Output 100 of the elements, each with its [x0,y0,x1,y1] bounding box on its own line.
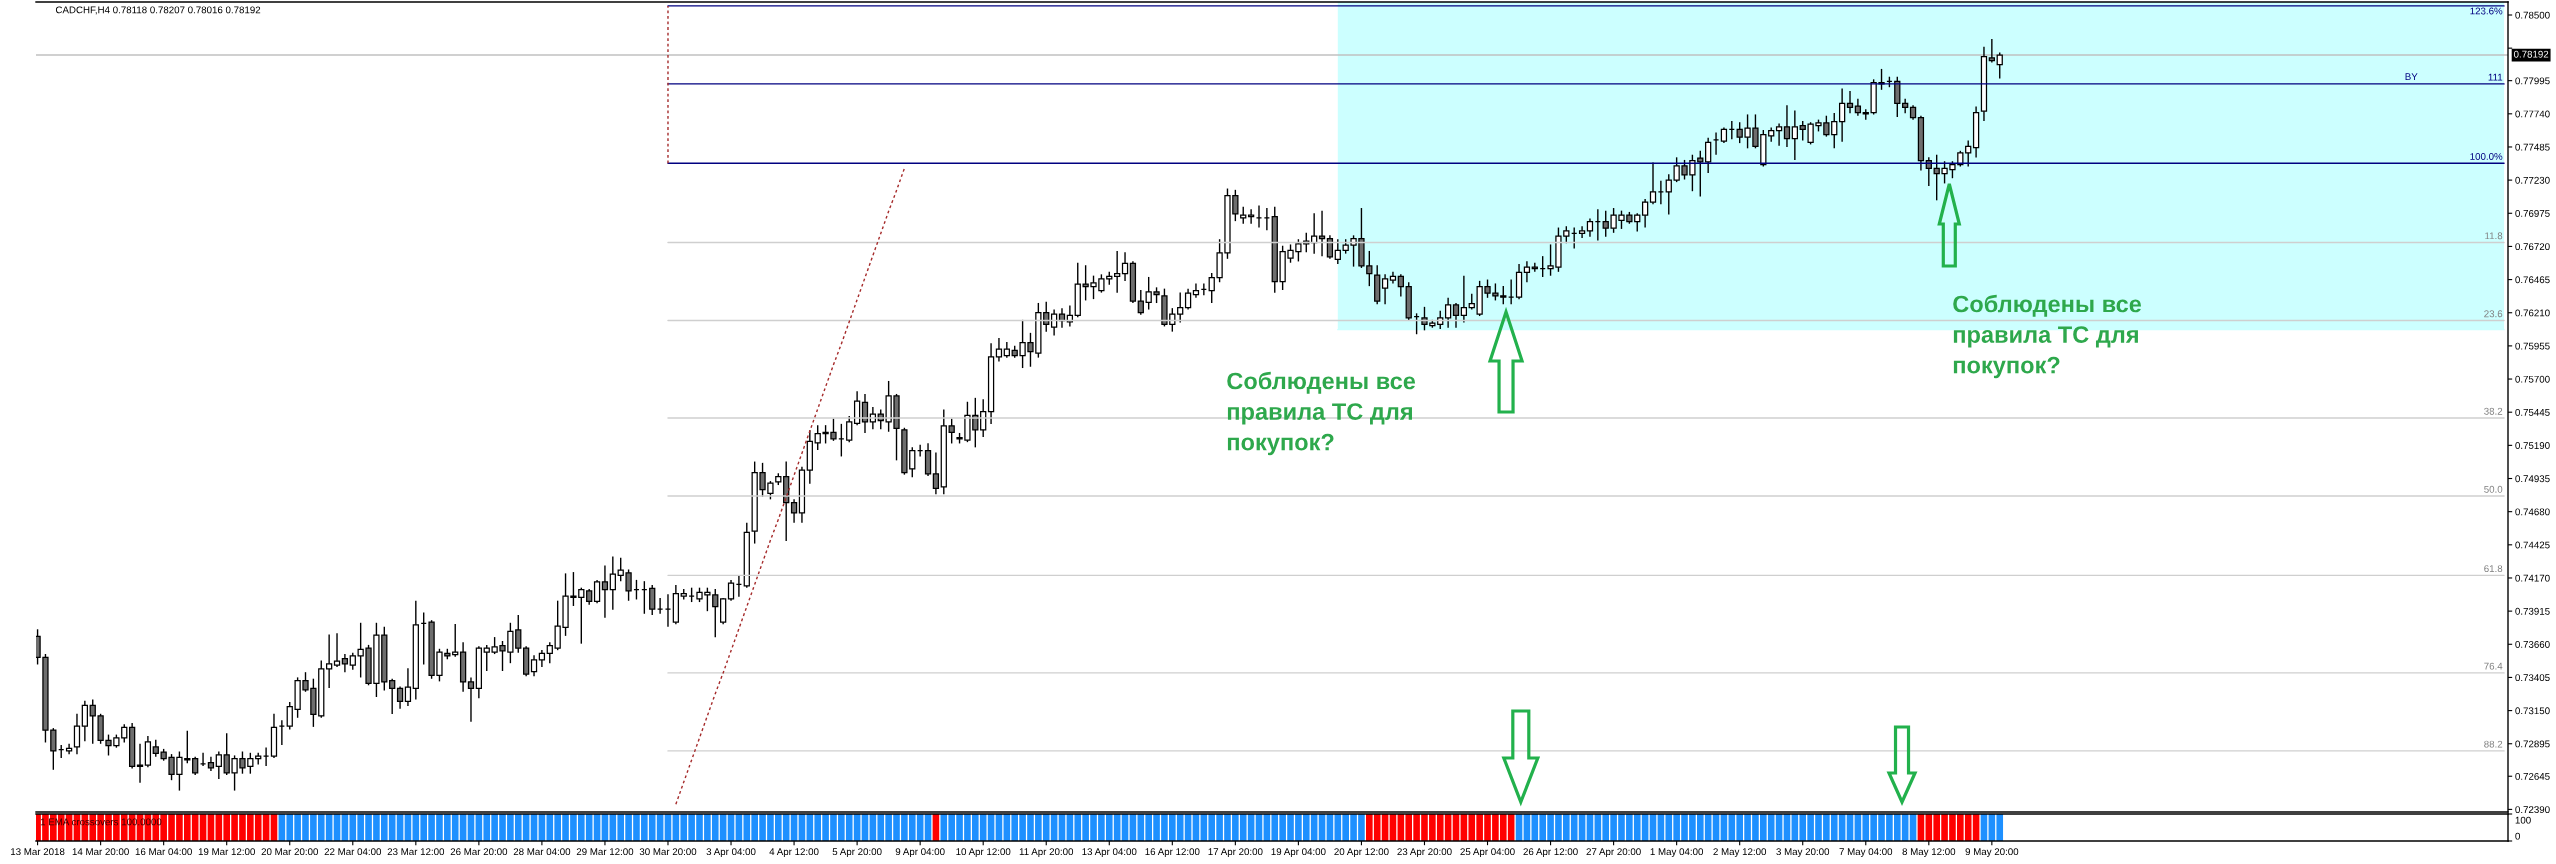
y-tick-label: 100 [2515,816,2531,824]
candlestick [1397,274,1404,297]
candlestick [924,443,932,476]
candlestick [404,668,412,707]
x-tick-label: 28 Mar 04:00 [513,848,571,856]
candlestick [1334,239,1341,265]
series-label: 123.6% [2470,7,2503,15]
x-tick-label: 13 Mar 2018 [11,848,65,856]
candlestick [1641,198,1649,228]
candlestick [1996,52,2003,79]
candlestick [1649,162,1657,205]
candlestick [727,579,735,601]
x-tick-label: 4 Apr 12:00 [769,848,819,858]
x-tick-label: 7 May 04:00 [1839,848,1893,858]
candlestick [467,677,475,722]
y-tick-label: 0.72645 [2515,772,2550,780]
y-tick-label: 0.73660 [2515,641,2550,648]
x-tick-label: 20 Mar 20:00 [261,848,319,856]
candlestick [846,416,853,443]
ref-line-label: 0.78192 [2513,50,2549,58]
x-tick-label: 16 Apr 12:00 [1145,848,1200,858]
y-tick-label: 0.74425 [2515,541,2550,549]
candlestick [1444,297,1452,328]
x-tick-label: 22 Mar 04:00 [324,848,382,856]
x-tick-label: 19 Apr 04:00 [1271,848,1326,858]
y-tick-label: 0.74680 [2515,508,2550,516]
chart-title: CADCHF,H4 0.78118 0.78207 0.78016 0.78192 [55,6,261,15]
candlestick [601,565,609,618]
x-tick-label: 3 Apr 04:00 [706,848,756,858]
candlestick [790,499,798,523]
x-tick-label: 26 Mar 20:00 [450,848,508,856]
candlestick [1775,123,1783,146]
candlestick [1389,271,1397,284]
candlestick [333,633,341,668]
candlestick [215,751,222,779]
candlestick [1523,261,1531,283]
series-label: 38.2 [2484,407,2503,415]
candlestick [1783,105,1791,148]
y-tick-label: 0.75700 [2515,375,2550,383]
candlestick [1137,289,1144,315]
annotation: Соблюдены все правила ТС для покупок? [1953,294,2142,379]
series-label: 11.8 [2485,232,2503,240]
candlestick [396,686,404,709]
candlestick [1578,226,1586,239]
candlestick [1192,283,1200,298]
series-label: 61.8 [2484,565,2503,573]
y-tick-label: 0.75445 [2515,408,2550,416]
y-tick-label: 0.72895 [2515,740,2550,748]
x-tick-label: 29 Mar 12:00 [576,848,634,856]
annotation: Соблюдены все правила ТС для покупок? [1227,371,1416,456]
line-series [675,167,906,805]
x-tick-label: 13 Apr 04:00 [1082,848,1137,858]
candlestick [649,585,656,616]
candlestick [1988,39,1995,63]
x-tick-label: 17 Apr 20:00 [1208,848,1263,858]
y-tick-label: 0.74170 [2515,574,2550,582]
y-tick-label: 0.77485 [2515,143,2550,151]
candlestick [1838,88,1846,142]
x-tick-label: 23 Apr 20:00 [1397,848,1452,858]
candlestick [853,391,861,426]
candlestick [1791,110,1798,161]
y-tick-label: 0.77230 [2515,176,2550,184]
candlestick [325,634,333,688]
candlestick [1318,210,1326,257]
y-tick-label: 0.72390 [2515,806,2550,814]
x-tick-label: 2 May 12:00 [1713,848,1767,858]
series-label: 76.4 [2484,662,2503,670]
candlestick [593,579,601,604]
x-tick-label: 16 Mar 04:00 [135,848,192,856]
candlestick [341,653,349,673]
candlestick [1381,274,1389,305]
annotation: BY [2405,73,2418,80]
candlestick [73,713,81,755]
candlestick [1846,91,1854,114]
y-tick-label: 0.73405 [2515,674,2550,682]
candlestick [995,338,1003,362]
x-tick-label: 9 May 20:00 [1965,848,2019,858]
x-tick-label: 3 May 20:00 [1776,848,1830,858]
candlestick [1121,252,1129,281]
x-tick-label: 23 Mar 12:00 [387,848,445,856]
candlestick [389,678,396,714]
x-tick-label: 19 Mar 12:00 [198,848,255,856]
y-tick-label: 0.76975 [2515,210,2550,217]
candlestick [932,452,940,495]
y-tick-label: 0.75190 [2515,442,2550,449]
x-tick-label: 25 Apr 04:00 [1460,848,1515,858]
y-tick-label: 0.73150 [2515,707,2550,715]
candlestick [609,556,616,610]
x-tick-label: 14 Mar 20:00 [72,848,129,856]
y-tick-label: 0.76465 [2515,276,2550,284]
candlestick [81,700,89,742]
x-tick-label: 30 Mar 20:00 [639,848,697,856]
series-label: 23.6 [2484,310,2503,318]
series-label: 111 [2488,73,2503,81]
candlestick [948,418,955,444]
candlestick [530,655,538,677]
candlestick [720,598,727,625]
candlestick [1177,292,1184,323]
y-tick-label: 0.76720 [2515,243,2550,251]
candlestick [1460,275,1468,323]
